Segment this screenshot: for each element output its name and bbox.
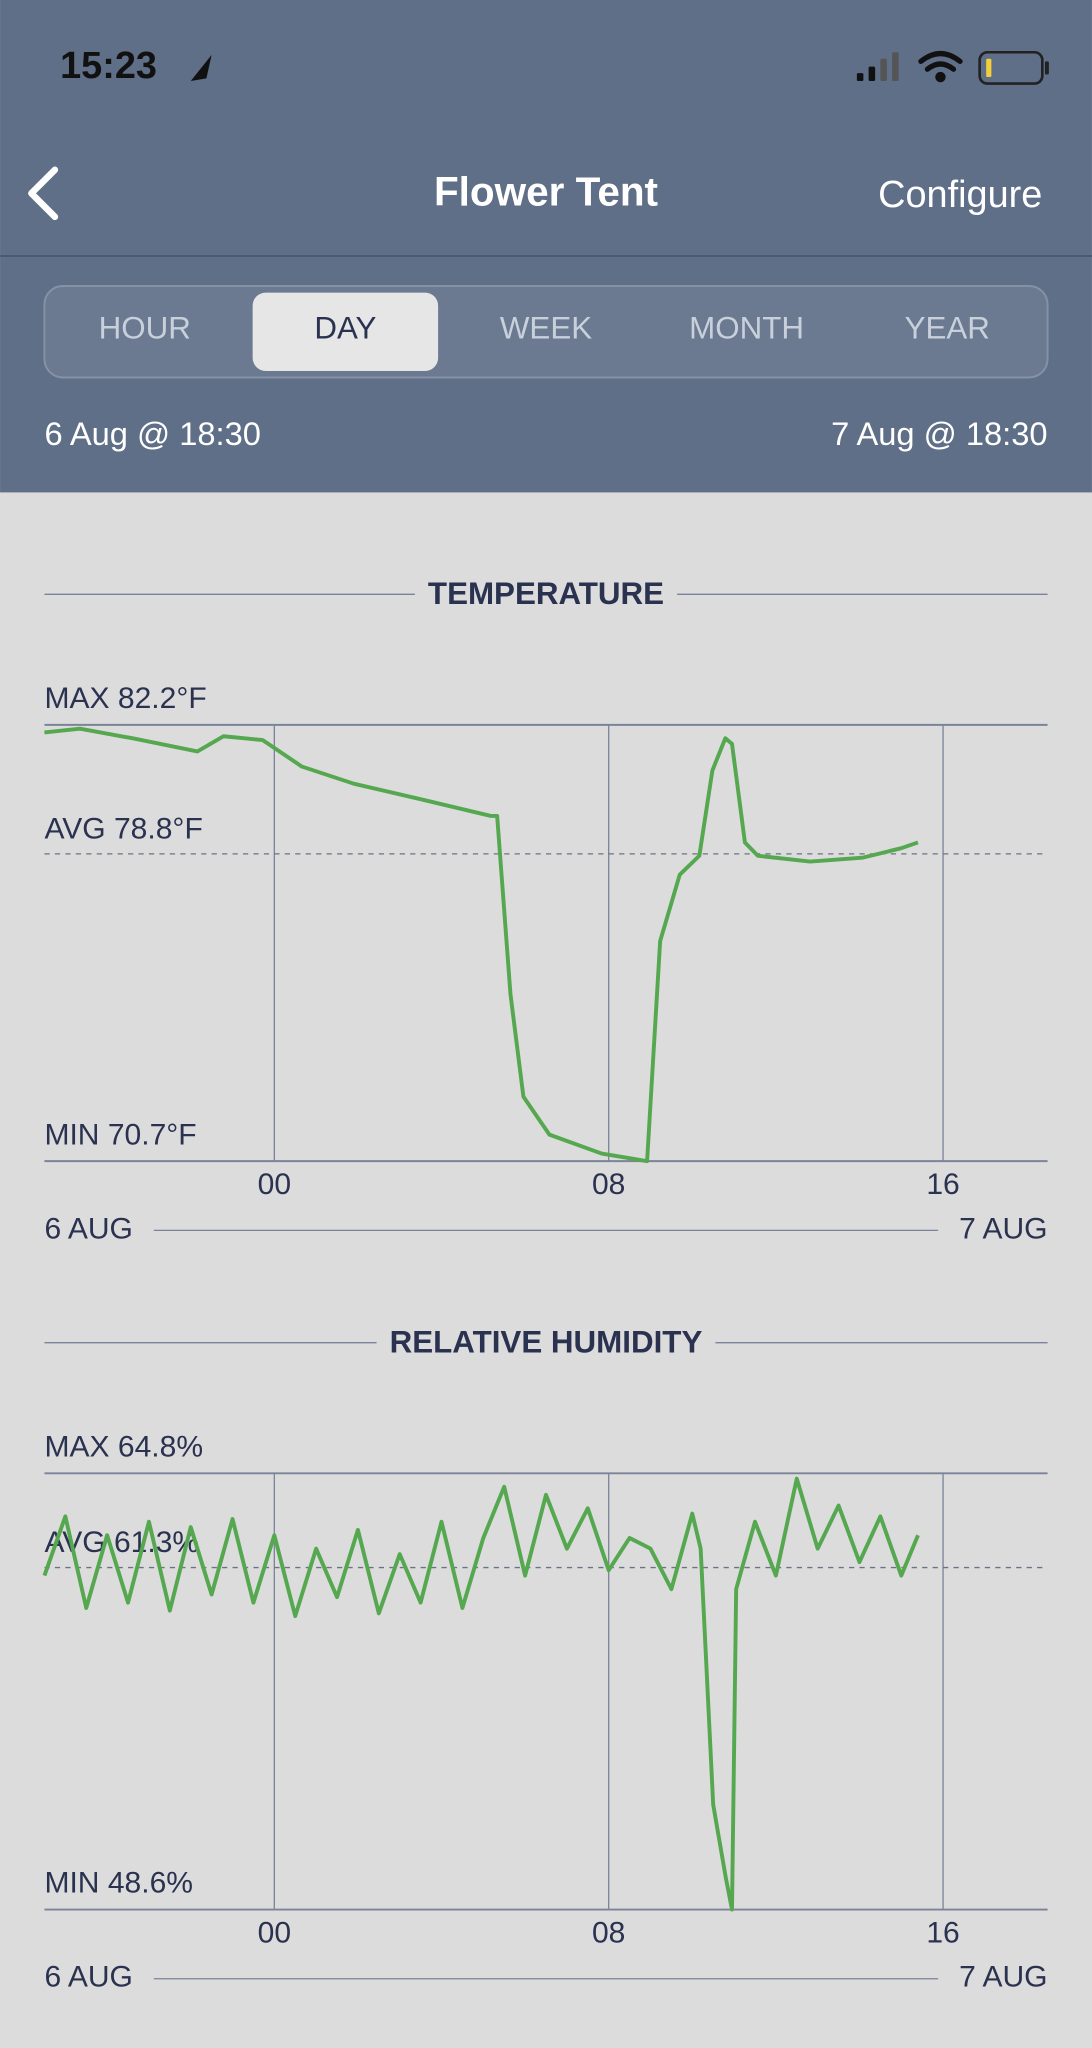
x-tick-label: 00 bbox=[258, 1168, 291, 1201]
tabs: HOUR DAY WEEK MONTH YEAR bbox=[99, 292, 990, 371]
nav-title: Flower Tent bbox=[434, 168, 658, 214]
tab-selected-bg bbox=[252, 292, 439, 371]
tab[interactable]: WEEK bbox=[500, 311, 592, 346]
tab[interactable]: MONTH bbox=[689, 311, 804, 346]
back-button[interactable] bbox=[28, 166, 59, 221]
wifi-icon bbox=[918, 50, 963, 83]
chart-title: RELATIVE HUMIDITY bbox=[390, 1324, 703, 1359]
x-end-label: 7 AUG bbox=[959, 1212, 1047, 1245]
header bbox=[0, 0, 1092, 493]
x-start-label: 6 AUG bbox=[44, 1961, 132, 1994]
x-tick-label: 16 bbox=[926, 1916, 959, 1949]
y-tick-label: MIN 48.6% bbox=[44, 1867, 193, 1900]
average-label: AVG 78.8°F bbox=[44, 812, 202, 845]
range-start: 6 Aug @ 18:30 bbox=[44, 415, 260, 452]
tab[interactable]: YEAR bbox=[905, 311, 990, 346]
x-tick-label: 16 bbox=[926, 1168, 959, 1201]
location-icon bbox=[190, 54, 212, 81]
x-tick-label: 00 bbox=[258, 1916, 291, 1949]
configure-button[interactable]: Configure bbox=[878, 174, 1042, 216]
tab[interactable]: DAY bbox=[314, 311, 376, 346]
data-line bbox=[44, 726, 919, 1164]
x-start-label: 6 AUG bbox=[44, 1212, 132, 1245]
y-tick-label: MIN 70.7°F bbox=[44, 1118, 196, 1151]
status-time: 15:23 bbox=[60, 45, 157, 87]
range-end: 7 Aug @ 18:30 bbox=[831, 415, 1047, 452]
data-line bbox=[42, 1476, 920, 1912]
battery-icon bbox=[978, 50, 1049, 85]
x-end-label: 7 AUG bbox=[959, 1961, 1047, 1994]
x-tick-label: 08 bbox=[592, 1916, 625, 1949]
chart-title: TEMPERATURE bbox=[428, 576, 664, 611]
signal-icon bbox=[856, 52, 899, 81]
tab[interactable]: HOUR bbox=[99, 311, 191, 346]
y-tick-label: MAX 64.8% bbox=[44, 1430, 203, 1463]
y-tick-label: MAX 82.2°F bbox=[44, 682, 206, 715]
x-tick-label: 08 bbox=[592, 1168, 625, 1201]
